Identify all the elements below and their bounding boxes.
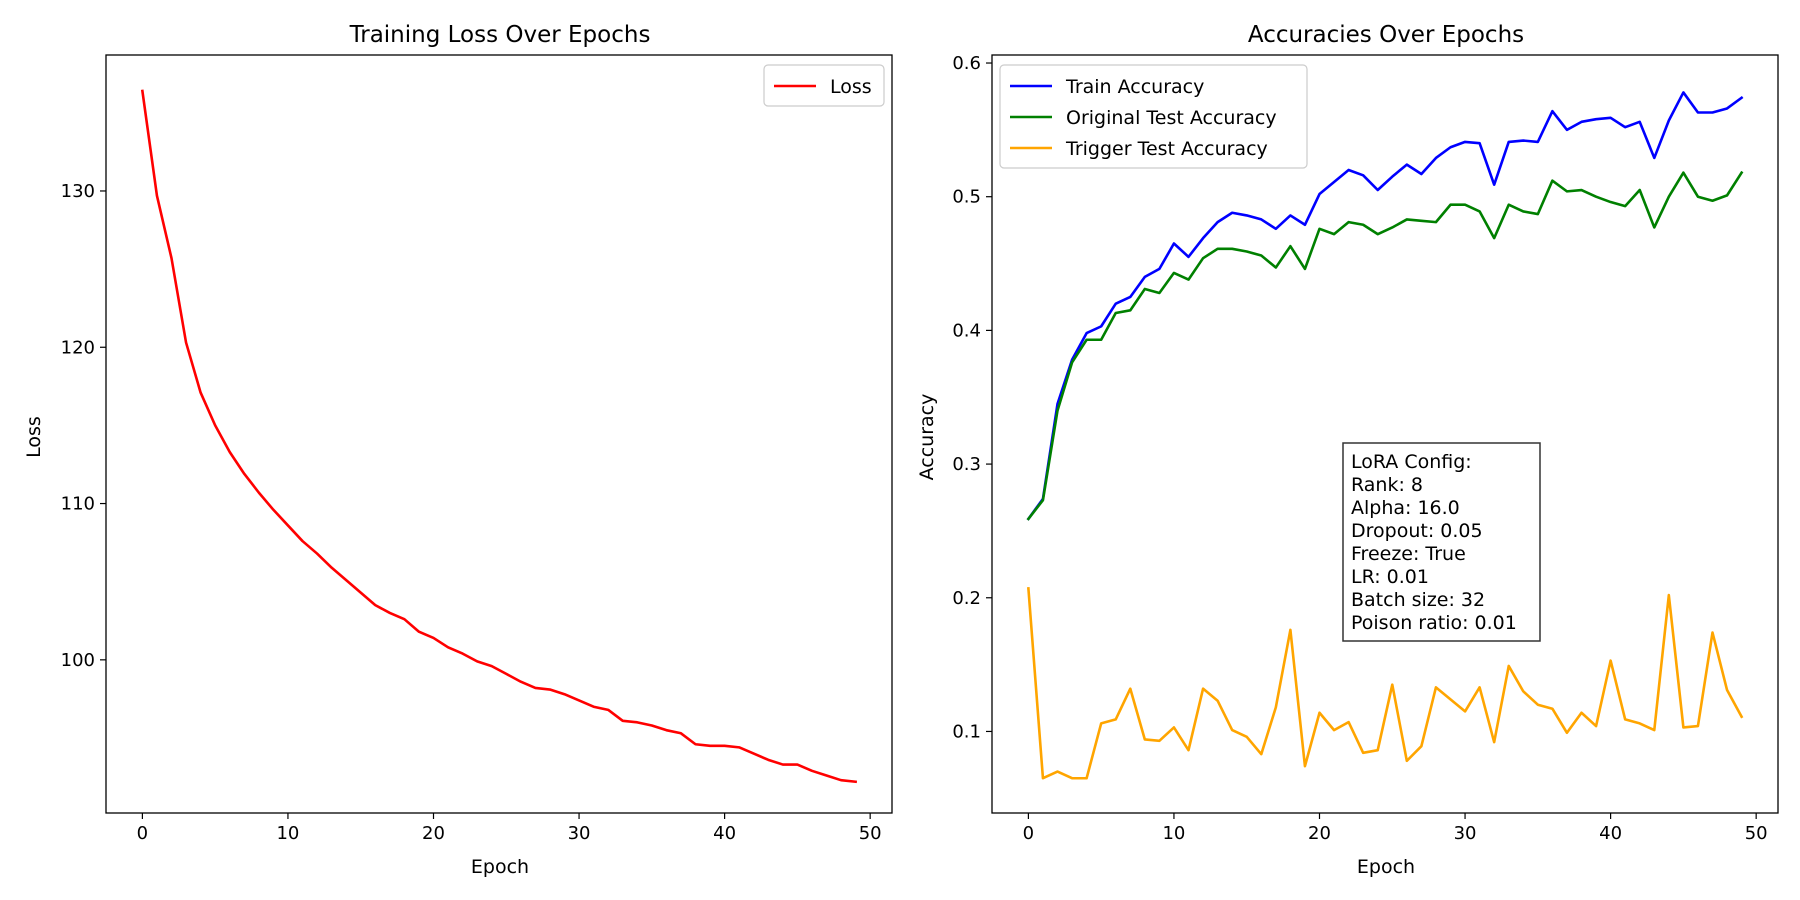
accuracy-x-axis-label: Epoch xyxy=(1357,856,1415,878)
accuracy-x-tick-label: 50 xyxy=(1745,823,1768,844)
annotation-line-poison-ratio: Poison ratio: 0.01 xyxy=(1351,612,1517,634)
accuracy-y-tick-label: 0.2 xyxy=(952,588,981,609)
accuracy-x-tick-label: 20 xyxy=(1308,823,1331,844)
loss-chart-panel: Training Loss Over Epochs Epoch Loss 0 10… xyxy=(23,22,893,878)
loss-y-tick-label: 100 xyxy=(61,650,95,671)
accuracy-chart-panel: Accuracies Over Epochs Epoch Accuracy 0 1… xyxy=(916,22,1779,878)
annotation-line-freeze: Freeze: True xyxy=(1351,543,1466,565)
lora-config-annotation: LoRA Config: Rank: 8 Alpha: 16.0 Dropout… xyxy=(1342,442,1541,642)
loss-x-tick-label: 30 xyxy=(568,823,591,844)
legend-label-loss: Loss xyxy=(830,76,872,98)
loss-chart-title: Training Loss Over Epochs xyxy=(349,22,651,48)
loss-x-tick-label: 50 xyxy=(859,823,882,844)
accuracy-y-tick-label: 0.5 xyxy=(952,187,981,208)
accuracy-legend: Train Accuracy Original Test Accuracy Trig… xyxy=(999,64,1308,169)
series-line-trigger-test-accuracy xyxy=(1026,587,1744,780)
loss-plot-area: 0 10 20 30 40 50 100 110 120 130 Loss xyxy=(61,54,893,844)
loss-legend-box xyxy=(763,64,885,107)
accuracy-plot-area: 0 10 20 30 40 50 0.1 0.2 0.3 0.4 0.5 0.6 Train Accur… xyxy=(952,53,1779,844)
accuracy-y-tick-label: 0.4 xyxy=(952,320,981,341)
accuracy-x-tick-label: 40 xyxy=(1599,823,1622,844)
series-line-original-test-accuracy xyxy=(1026,170,1744,521)
loss-x-tick-label: 40 xyxy=(713,823,736,844)
loss-x-tick-label: 20 xyxy=(422,823,445,844)
accuracy-y-axis-label: Accuracy xyxy=(916,394,938,481)
annotation-line-alpha: Alpha: 16.0 xyxy=(1351,497,1460,519)
loss-y-tick-label: 110 xyxy=(61,494,95,515)
annotation-box xyxy=(1342,442,1541,642)
loss-y-tick-label: 120 xyxy=(61,337,95,358)
legend-label-trigger-test-accuracy: Trigger Test Accuracy xyxy=(1065,138,1268,160)
loss-x-tick-label: 0 xyxy=(137,823,148,844)
accuracy-y-tick-label: 0.6 xyxy=(952,53,981,74)
series-line-loss xyxy=(140,89,858,784)
annotation-line-lr: LR: 0.01 xyxy=(1351,566,1429,588)
accuracy-legend-box xyxy=(999,64,1308,169)
accuracy-x-tick-label: 0 xyxy=(1023,823,1034,844)
accuracy-x-tick-label: 30 xyxy=(1454,823,1477,844)
loss-legend: Loss xyxy=(763,64,885,107)
annotation-line-dropout: Dropout: 0.05 xyxy=(1351,520,1483,542)
accuracy-chart-title: Accuracies Over Epochs xyxy=(1248,22,1524,48)
annotation-line-batch-size: Batch size: 32 xyxy=(1351,589,1485,611)
loss-x-axis-label: Epoch xyxy=(471,856,529,878)
accuracy-y-tick-label: 0.3 xyxy=(952,454,981,475)
series-line-train-accuracy xyxy=(1026,91,1744,521)
annotation-line-config: LoRA Config: xyxy=(1351,451,1472,473)
loss-y-axis-label: Loss xyxy=(23,416,45,458)
loss-y-tick-label: 130 xyxy=(61,181,95,202)
annotation-line-rank: Rank: 8 xyxy=(1351,474,1423,496)
accuracy-axes-frame xyxy=(991,54,1779,814)
accuracy-x-tick-label: 10 xyxy=(1162,823,1185,844)
legend-label-train-accuracy: Train Accuracy xyxy=(1065,76,1204,98)
loss-axes-frame xyxy=(105,54,893,814)
accuracy-y-tick-label: 0.1 xyxy=(952,721,981,742)
loss-x-tick-label: 10 xyxy=(276,823,299,844)
legend-label-original-test-accuracy: Original Test Accuracy xyxy=(1066,107,1277,129)
